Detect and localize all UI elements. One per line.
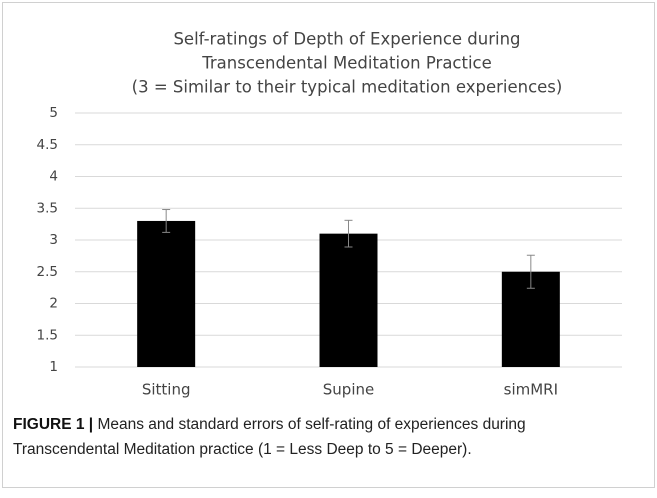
x-tick-label: simMRI [504,381,558,399]
chart: Self-ratings of Depth of Experience duri… [37,30,622,399]
y-tick-label: 2.5 [37,264,58,280]
x-tick-label: Supine [323,381,374,399]
bar [319,233,378,367]
chart-title: Transcendental Meditation Practice [201,54,492,73]
y-tick-label: 3 [49,232,58,248]
y-tick-label: 3.5 [37,200,58,216]
caption-label: FIGURE 1 | [13,416,94,433]
y-tick-label: 1 [49,359,58,375]
chart-title: Self-ratings of Depth of Experience duri… [173,30,520,49]
figure-frame [2,2,655,488]
y-tick-label: 4.5 [37,137,58,153]
caption-text: Means and standard errors of self-rating… [13,416,526,458]
chart-title: (3 = Similar to their typical meditation… [132,78,563,97]
caption: FIGURE 1 | Means and standard errors of … [13,412,633,462]
y-tick-label: 5 [49,105,58,121]
x-tick-label: Sitting [142,381,191,399]
error-bar [526,254,535,289]
bar [137,220,196,367]
error-bar [344,219,353,248]
y-tick-label: 1.5 [37,327,58,343]
error-bar [162,209,171,233]
y-tick-label: 4 [49,169,58,185]
y-tick-label: 2 [49,296,58,312]
